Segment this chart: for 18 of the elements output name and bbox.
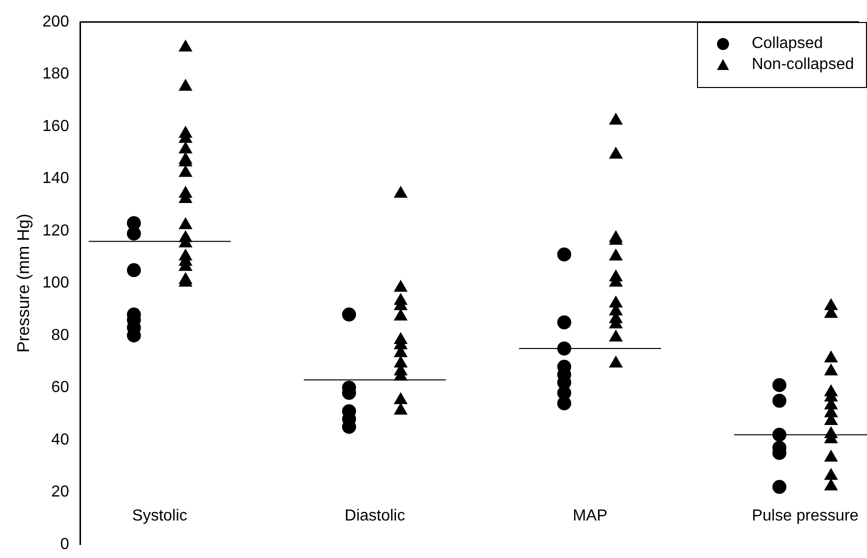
x-tick-label: Systolic bbox=[132, 507, 188, 524]
y-axis-title: Pressure (mm Hg) bbox=[14, 214, 33, 353]
y-tick-label: 160 bbox=[42, 118, 70, 135]
legend-label: Non-collapsed bbox=[752, 55, 854, 75]
x-tick-label: Pulse pressure bbox=[752, 507, 859, 524]
x-tick-label: Diastolic bbox=[344, 507, 406, 524]
y-tick-label: 80 bbox=[51, 326, 70, 344]
legend-label: Collapsed bbox=[752, 34, 823, 54]
y-tick-label: 200 bbox=[42, 13, 70, 30]
y-tick-label: 0 bbox=[60, 536, 70, 553]
y-tick-label: 20 bbox=[51, 484, 70, 501]
y-tick-label: 140 bbox=[42, 170, 70, 188]
y-tick-label: 120 bbox=[42, 222, 70, 240]
y-tick-label: 40 bbox=[51, 431, 70, 448]
x-tick-label: MAP bbox=[572, 507, 608, 524]
y-tick-label: 60 bbox=[51, 379, 70, 396]
y-tick-label: 100 bbox=[42, 274, 70, 292]
y-tick-label: 180 bbox=[42, 66, 70, 83]
